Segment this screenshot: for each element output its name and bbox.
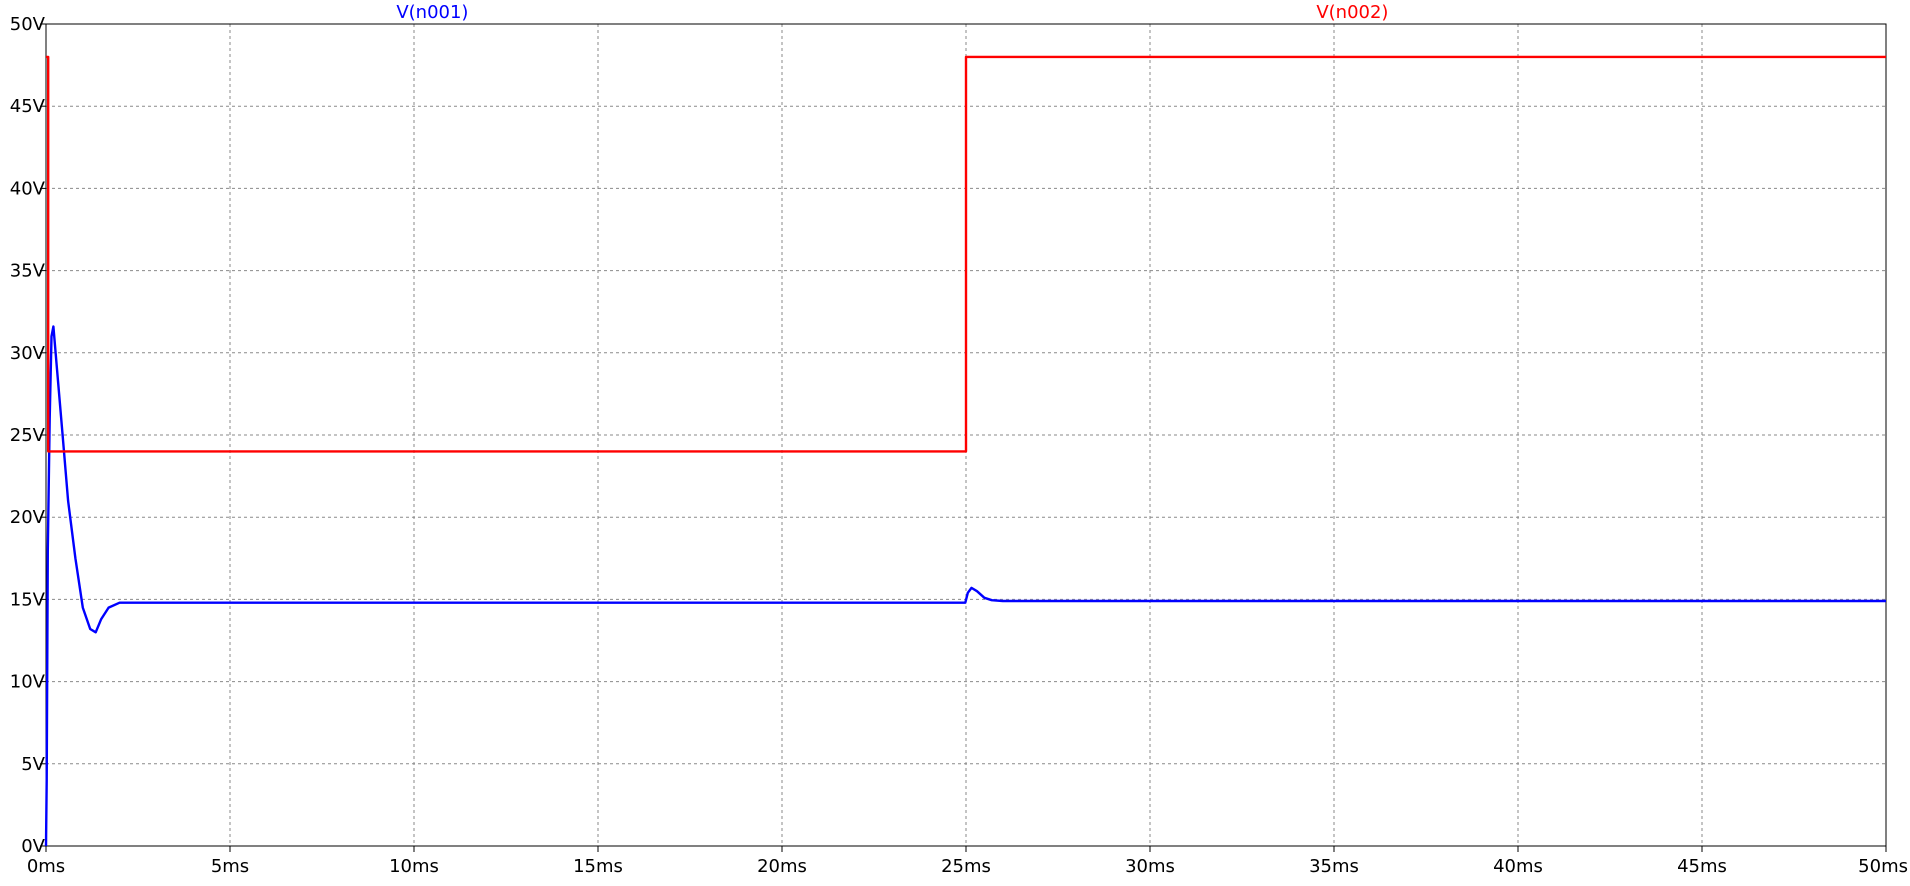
y-tick-label: 45V [10,96,46,117]
x-tick-label: 15ms [573,856,623,877]
x-tick-label: 25ms [941,856,991,877]
x-tick-label: 40ms [1493,856,1543,877]
y-tick-label: 0V [21,836,45,857]
y-tick-label: 5V [21,754,45,775]
y-tick-label: 50V [10,14,46,35]
y-axis-ticks: 0V 5V 10V 15V 20V 25V 30V 35V 40V 45V 50V [10,14,46,857]
trace-labels: V(n001) V(n002) [396,2,1388,23]
trace-v-n002- [46,55,1886,453]
trace-label: V(n002) [1316,2,1388,23]
x-tick-label: 35ms [1309,856,1359,877]
y-tick-label: 15V [10,589,46,610]
x-tick-label: 45ms [1677,856,1727,877]
x-tick-label: 5ms [211,856,249,877]
traces [44,55,1886,847]
x-tick-label: 30ms [1125,856,1175,877]
x-tick-label: 50ms [1858,856,1908,877]
y-tick-label: 10V [10,672,46,693]
x-tick-label: 10ms [389,856,439,877]
y-tick-label: 20V [10,507,46,528]
y-tick-label: 40V [10,178,46,199]
y-tick-label: 25V [10,425,46,446]
y-tick-label: 35V [10,261,46,282]
trace-label: V(n001) [396,2,468,23]
y-tick-label: 30V [10,343,46,364]
x-tick-label: 20ms [757,856,807,877]
x-axis-ticks: 0ms 5ms 10ms 15ms 20ms 25ms 30ms 35ms 40ms 45ms 50… [27,846,1908,877]
x-tick-label: 0ms [27,856,65,877]
trace-v-n001- [44,325,1886,847]
